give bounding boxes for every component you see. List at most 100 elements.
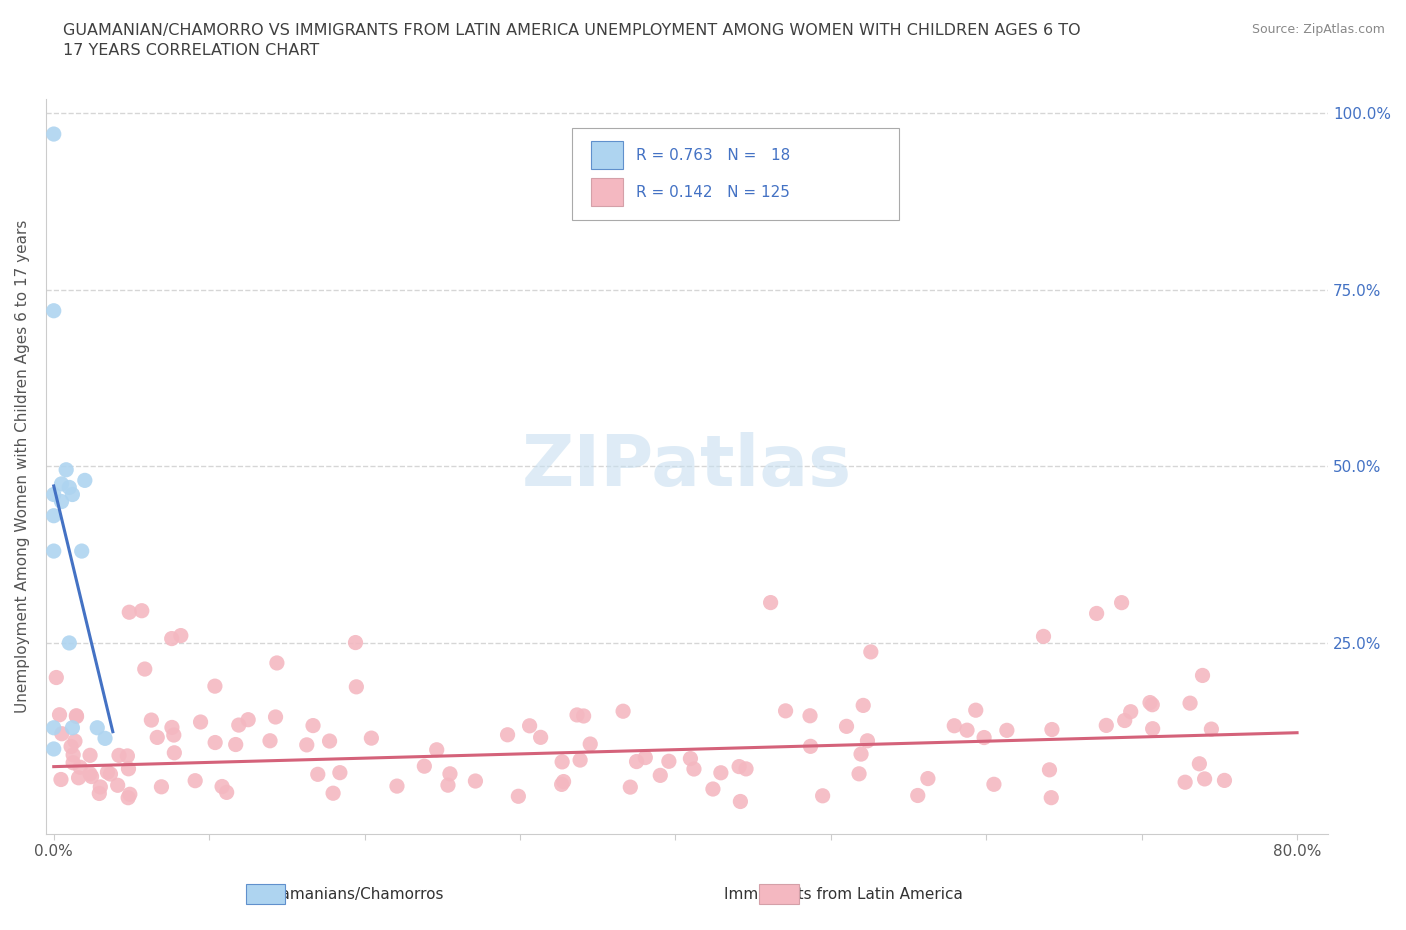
Point: [307, 767, 329, 782]
Point: [42, 741, 65, 756]
Point: [413, 759, 436, 774]
Point: [496, 727, 519, 742]
FancyBboxPatch shape: [572, 128, 898, 220]
Point: [849, 747, 872, 762]
Point: [1119, 704, 1142, 719]
Point: [79, 766, 101, 781]
Point: [58, 480, 80, 495]
Text: Immigrants from Latin America: Immigrants from Latin America: [724, 887, 963, 902]
Point: [42, 487, 65, 502]
Point: [62, 748, 84, 763]
Point: [49, 772, 72, 787]
Point: [1040, 722, 1063, 737]
Point: [69, 760, 91, 775]
Point: [1085, 606, 1108, 621]
Text: Source: ZipAtlas.com: Source: ZipAtlas.com: [1251, 23, 1385, 36]
Point: [107, 777, 129, 792]
Point: [1174, 775, 1197, 790]
Point: [228, 718, 250, 733]
Point: [1194, 772, 1216, 787]
Point: [1201, 722, 1223, 737]
Point: [553, 774, 575, 789]
Point: [55, 462, 77, 477]
Point: [852, 698, 875, 713]
Point: [329, 765, 352, 780]
Text: Guamanians/Chamorros: Guamanians/Chamorros: [259, 887, 444, 902]
Point: [728, 759, 751, 774]
Point: [190, 714, 212, 729]
Point: [859, 644, 882, 659]
Point: [58, 635, 80, 650]
Point: [683, 762, 706, 777]
Point: [1142, 698, 1164, 712]
Point: [295, 737, 318, 752]
Text: GUAMANIAN/CHAMORRO VS IMMIGRANTS FROM LATIN AMERICA UNEMPLOYMENT AMONG WOMEN WIT: GUAMANIAN/CHAMORRO VS IMMIGRANTS FROM LA…: [63, 23, 1081, 58]
Point: [42, 544, 65, 559]
Point: [1178, 696, 1201, 711]
Point: [1142, 722, 1164, 737]
Point: [204, 679, 226, 694]
Point: [215, 785, 238, 800]
Point: [117, 749, 139, 764]
Point: [856, 734, 879, 749]
Point: [86, 721, 108, 736]
Text: ZIPatlas: ZIPatlas: [522, 432, 852, 500]
Point: [80, 769, 103, 784]
Point: [658, 754, 681, 769]
Point: [965, 703, 987, 718]
Point: [89, 786, 111, 801]
Point: [318, 734, 340, 749]
Point: [63, 734, 86, 749]
Point: [42, 509, 65, 524]
Point: [835, 719, 858, 734]
Point: [702, 781, 724, 796]
Point: [519, 718, 541, 733]
Point: [51, 726, 73, 741]
Point: [735, 762, 758, 777]
Point: [995, 723, 1018, 737]
Point: [569, 752, 592, 767]
Point: [626, 754, 648, 769]
Point: [60, 487, 83, 502]
Point: [759, 595, 782, 610]
Point: [943, 718, 966, 733]
Point: [163, 745, 186, 760]
Point: [141, 712, 163, 727]
Point: [385, 778, 408, 793]
Point: [1188, 756, 1211, 771]
Point: [204, 735, 226, 750]
Point: [322, 786, 344, 801]
Point: [118, 604, 141, 619]
Point: [530, 730, 553, 745]
Point: [1095, 718, 1118, 733]
Point: [108, 748, 131, 763]
Point: [100, 766, 122, 781]
Point: [464, 774, 486, 789]
Text: R = 0.142   N = 125: R = 0.142 N = 125: [636, 184, 790, 200]
Bar: [591, 141, 623, 169]
Point: [131, 604, 153, 618]
Point: [259, 734, 281, 749]
Point: [117, 790, 139, 805]
Point: [811, 789, 834, 804]
Point: [42, 721, 65, 736]
Point: [60, 739, 83, 754]
Point: [146, 730, 169, 745]
Point: [62, 755, 84, 770]
Point: [579, 737, 602, 751]
Point: [799, 709, 821, 724]
Point: [1213, 773, 1236, 788]
Point: [238, 712, 260, 727]
Point: [1040, 790, 1063, 805]
Text: R = 0.763   N =   18: R = 0.763 N = 18: [636, 148, 790, 163]
Point: [1114, 713, 1136, 728]
Bar: [591, 178, 623, 206]
Point: [67, 770, 90, 785]
Point: [96, 764, 118, 779]
Point: [439, 766, 461, 781]
Point: [437, 777, 460, 792]
Point: [572, 709, 595, 724]
Point: [211, 779, 233, 794]
Point: [73, 473, 96, 488]
Point: [983, 777, 1005, 791]
